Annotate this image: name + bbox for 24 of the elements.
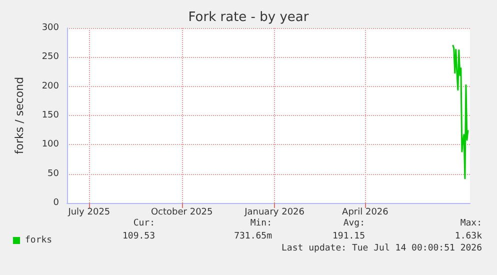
text: Max:: [460, 218, 482, 228]
text: 731.65m: [234, 232, 272, 242]
legend-label: forks: [25, 236, 52, 246]
y-tick-label: 50: [48, 168, 60, 179]
x-tick-label: April 2026: [342, 208, 389, 218]
y-tick-label: 250: [42, 52, 60, 62]
text: 109.53: [122, 232, 155, 242]
text: 191.15: [332, 232, 365, 242]
y-tick-label: 200: [42, 81, 60, 92]
y-tick-label: 300: [42, 23, 60, 33]
x-tick-label: January 2026: [244, 208, 305, 218]
x-tick-label: July 2025: [67, 208, 110, 218]
y-axis-title: forks / second: [13, 76, 26, 154]
text: 1.63k: [454, 232, 483, 242]
chart-title: Fork rate - by year: [188, 10, 310, 25]
text: Cur:: [133, 218, 155, 228]
y-tick-label: 0: [53, 198, 60, 208]
y-tick-label: 150: [42, 110, 60, 120]
y-tick-label: 100: [42, 140, 60, 150]
line-series: [452, 44, 469, 180]
text: Last update: Tue Jul 14 00:00:51 2026: [282, 244, 482, 254]
x-tick-label: October 2025: [150, 208, 213, 218]
text: Min:: [250, 218, 272, 228]
text: Avg:: [343, 218, 365, 228]
